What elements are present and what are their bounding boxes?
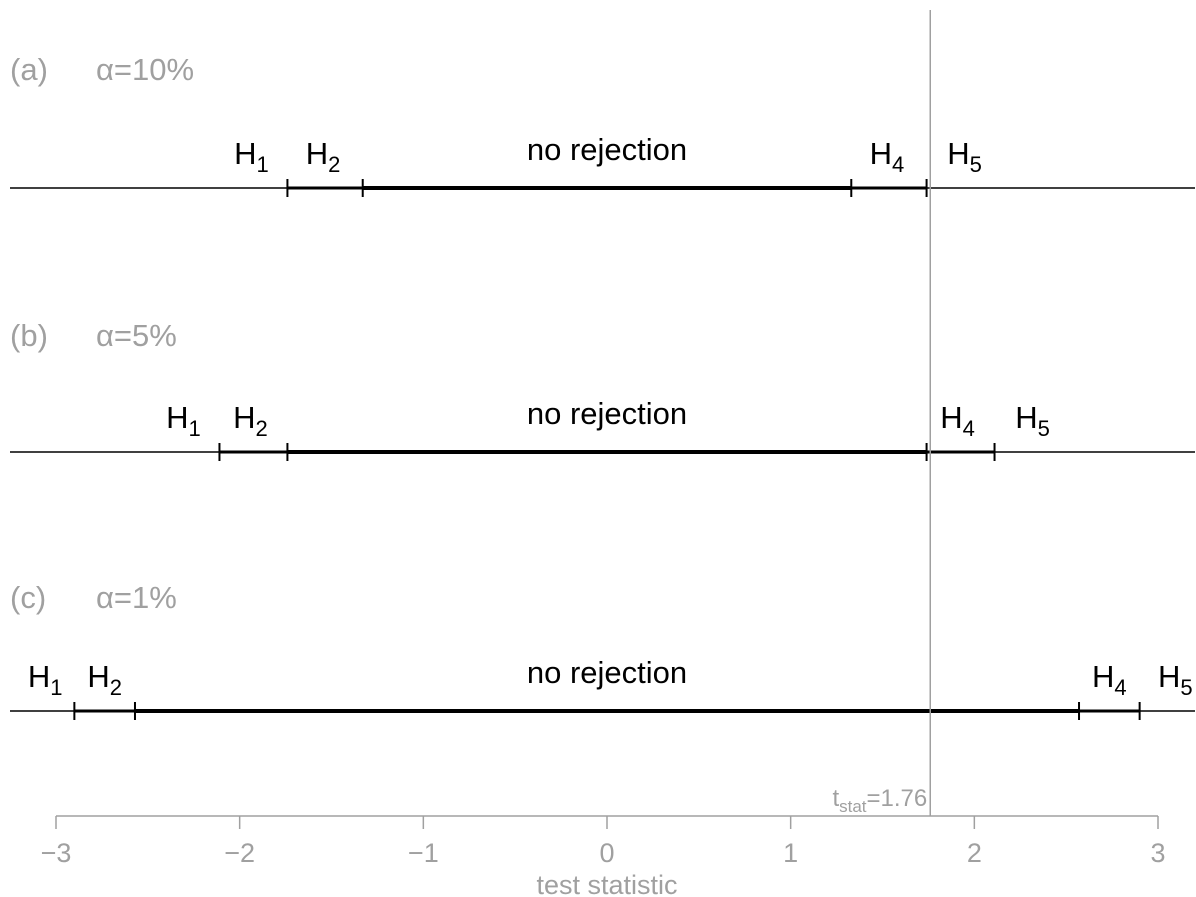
region-label-main: H [28,659,50,694]
t-stat-label-value: =1.76 [867,785,928,812]
panel-label: (b) [10,318,48,353]
axis-tick-label: −3 [41,838,72,868]
alpha-symbol: α [96,580,114,615]
region-label-main: H [947,136,969,171]
region-label-h4: H4 [1092,659,1127,700]
region-label-sub: 4 [963,416,975,441]
alpha-value: =5% [114,318,177,353]
x-axis: −3 −2 −1 0 1 2 3 test statistic [41,815,1166,897]
region-label-main: H [306,136,328,171]
region-label-main: H [87,659,109,694]
region-label-h5: H5 [1015,400,1050,441]
region-label-h4: H4 [870,136,905,177]
panel-id: (a) [10,52,48,87]
x-axis-label: test statistic [536,870,677,897]
region-label-sub: 5 [1180,675,1192,700]
alpha-label: α=10% [96,52,194,87]
region-label-h5: H5 [1158,659,1193,700]
region-label-sub: 5 [1038,416,1050,441]
axis-tick-label: 0 [599,838,614,868]
no-rejection-label: no rejection [527,396,687,431]
region-label-h2: H2 [233,400,268,441]
axis-tick-label: −2 [224,838,255,868]
region-label-h4: H4 [940,400,975,441]
no-rejection-label: no rejection [527,655,687,690]
region-label-sub: 5 [970,152,982,177]
region-label-main: H [166,400,188,435]
t-stat-reference: tstat=1.76 [832,10,932,816]
region-label-sub: 2 [110,675,122,700]
no-rejection-label: no rejection [527,132,687,167]
t-stat-label-main: t [832,785,839,812]
alpha-value: =10% [114,52,194,87]
t-stat-label: tstat=1.76 [832,785,927,816]
alpha-label: α=1% [96,580,177,615]
region-label-main: H [940,400,962,435]
region-label-h1: H1 [28,659,63,700]
axis-tick-label: 1 [783,838,798,868]
axis-tick-label: 3 [1150,838,1165,868]
region-label-sub: 2 [328,152,340,177]
alpha-value: =1% [114,580,177,615]
region-label-h5: H5 [947,136,982,177]
region-label-sub: 1 [256,152,268,177]
t-stat-label-sub: stat [839,797,867,816]
axis-tick-label: 2 [967,838,982,868]
panel-label: (c) [10,580,46,615]
region-label-main: H [870,136,892,171]
region-label-main: H [1158,659,1180,694]
region-label-sub: 4 [1114,675,1126,700]
region-label-sub: 1 [189,416,201,441]
region-label-main: H [234,136,256,171]
panel-id: (b) [10,318,48,353]
region-label-h1: H1 [166,400,201,441]
region-label-sub: 2 [256,416,268,441]
region-label-h1: H1 [234,136,269,177]
alpha-label: α=5% [96,318,177,353]
panel-id: (c) [10,580,46,615]
region-label-sub: 4 [892,152,904,177]
alpha-symbol: α [96,52,114,87]
region-label-main: H [1092,659,1114,694]
panel-label: (a) [10,52,48,87]
region-label-sub: 1 [50,675,62,700]
region-label-h2: H2 [87,659,122,700]
region-label-main: H [1015,400,1037,435]
region-label-main: H [233,400,255,435]
axis-tick-label: −1 [408,838,439,868]
alpha-symbol: α [96,318,114,353]
region-label-h2: H2 [306,136,341,177]
